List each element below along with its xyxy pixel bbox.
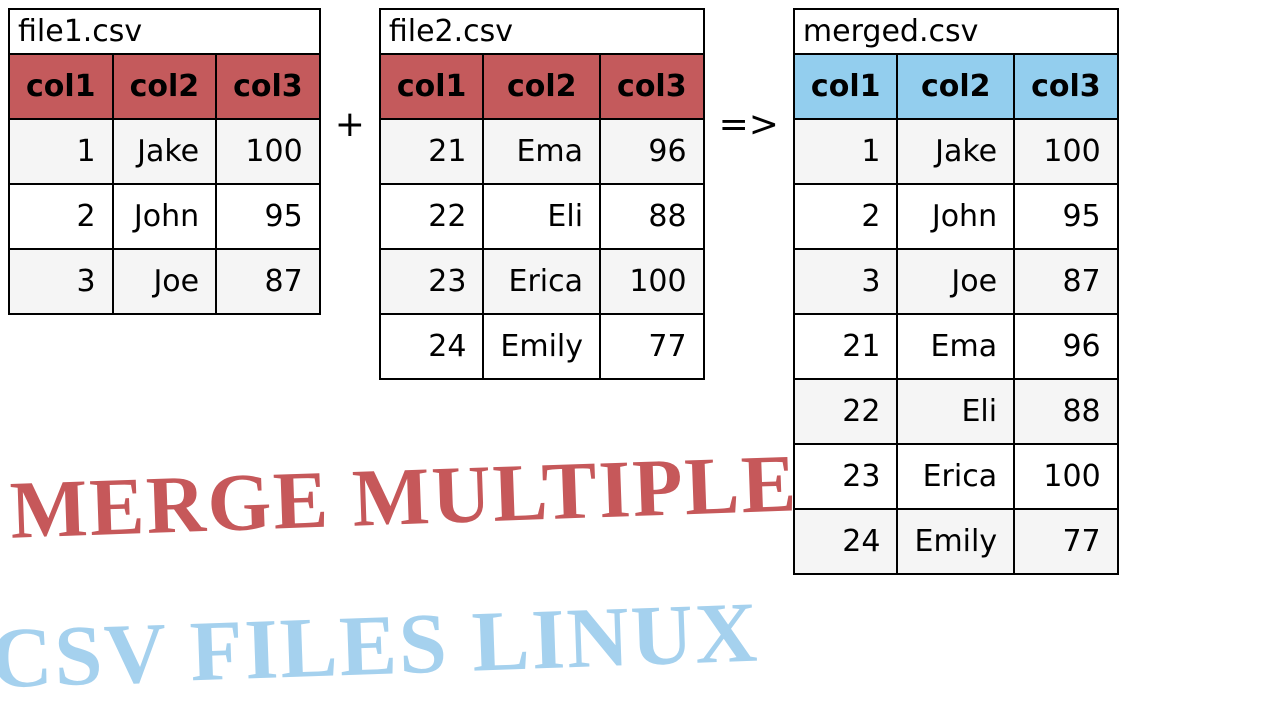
table-title: file2.csv (380, 9, 704, 54)
col-header: col2 (483, 54, 600, 119)
col-header: col1 (9, 54, 113, 119)
table-cell: 21 (794, 314, 898, 379)
table-row: 1Jake100 (9, 119, 320, 184)
table-cell: 88 (600, 184, 704, 249)
table-cell: 96 (1014, 314, 1118, 379)
table-row: 23Erica100 (380, 249, 704, 314)
col-header: col3 (216, 54, 320, 119)
table-cell: 22 (794, 379, 898, 444)
col-header: col3 (1014, 54, 1118, 119)
table-cell: Jake (897, 119, 1014, 184)
table-cell: Ema (483, 119, 600, 184)
table-cell: 3 (9, 249, 113, 314)
table-cell: Emily (897, 509, 1014, 574)
table-cell: 2 (794, 184, 898, 249)
table-cell: 87 (216, 249, 320, 314)
table-cell: 95 (216, 184, 320, 249)
table-cell: John (113, 184, 217, 249)
table-cell: Ema (897, 314, 1014, 379)
table-row: 23Erica100 (794, 444, 1118, 509)
table-cell: Joe (113, 249, 217, 314)
table-cell: 23 (380, 249, 484, 314)
table-row: 3Joe87 (794, 249, 1118, 314)
caption-csv-files-linux: CSV FILES LINUX (0, 582, 761, 709)
table-cell: 22 (380, 184, 484, 249)
table-row: 21Ema96 (380, 119, 704, 184)
table-row: 1Jake100 (794, 119, 1118, 184)
table-row: 2John95 (794, 184, 1118, 249)
table-title: merged.csv (794, 9, 1118, 54)
table-title: file1.csv (9, 9, 320, 54)
table-cell: 2 (9, 184, 113, 249)
table-row: 3Joe87 (9, 249, 320, 314)
csv-table-file1-csv: file1.csvcol1col2col31Jake1002John953Joe… (8, 8, 321, 315)
table-cell: 1 (9, 119, 113, 184)
arrow-operator: => (715, 104, 783, 145)
col-header: col1 (380, 54, 484, 119)
table-cell: 77 (1014, 509, 1118, 574)
table-cell: Jake (113, 119, 217, 184)
table-cell: 3 (794, 249, 898, 314)
col-header: col2 (113, 54, 217, 119)
table-cell: Erica (483, 249, 600, 314)
table-cell: 96 (600, 119, 704, 184)
table-cell: 100 (600, 249, 704, 314)
csv-table-merged-csv: merged.csvcol1col2col31Jake1002John953Jo… (793, 8, 1119, 575)
table-cell: Erica (897, 444, 1014, 509)
table-cell: 87 (1014, 249, 1118, 314)
table-cell: John (897, 184, 1014, 249)
table-row: 21Ema96 (794, 314, 1118, 379)
table-row: 2John95 (9, 184, 320, 249)
csv-table-file2-csv: file2.csvcol1col2col321Ema9622Eli8823Eri… (379, 8, 705, 380)
col-header: col2 (897, 54, 1014, 119)
col-header: col3 (600, 54, 704, 119)
table-cell: 100 (1014, 119, 1118, 184)
table-row: 22Eli88 (794, 379, 1118, 444)
table-cell: 23 (794, 444, 898, 509)
table-row: 24Emily77 (380, 314, 704, 379)
plus-operator: + (331, 104, 369, 145)
table-cell: Joe (897, 249, 1014, 314)
table-cell: 77 (600, 314, 704, 379)
table-cell: 21 (380, 119, 484, 184)
table-cell: Eli (897, 379, 1014, 444)
col-header: col1 (794, 54, 898, 119)
table-cell: 1 (794, 119, 898, 184)
table-cell: 100 (1014, 444, 1118, 509)
table-cell: 88 (1014, 379, 1118, 444)
table-cell: Emily (483, 314, 600, 379)
table-cell: Eli (483, 184, 600, 249)
table-cell: 100 (216, 119, 320, 184)
table-cell: 95 (1014, 184, 1118, 249)
table-row: 24Emily77 (794, 509, 1118, 574)
table-cell: 24 (380, 314, 484, 379)
table-cell: 24 (794, 509, 898, 574)
table-row: 22Eli88 (380, 184, 704, 249)
